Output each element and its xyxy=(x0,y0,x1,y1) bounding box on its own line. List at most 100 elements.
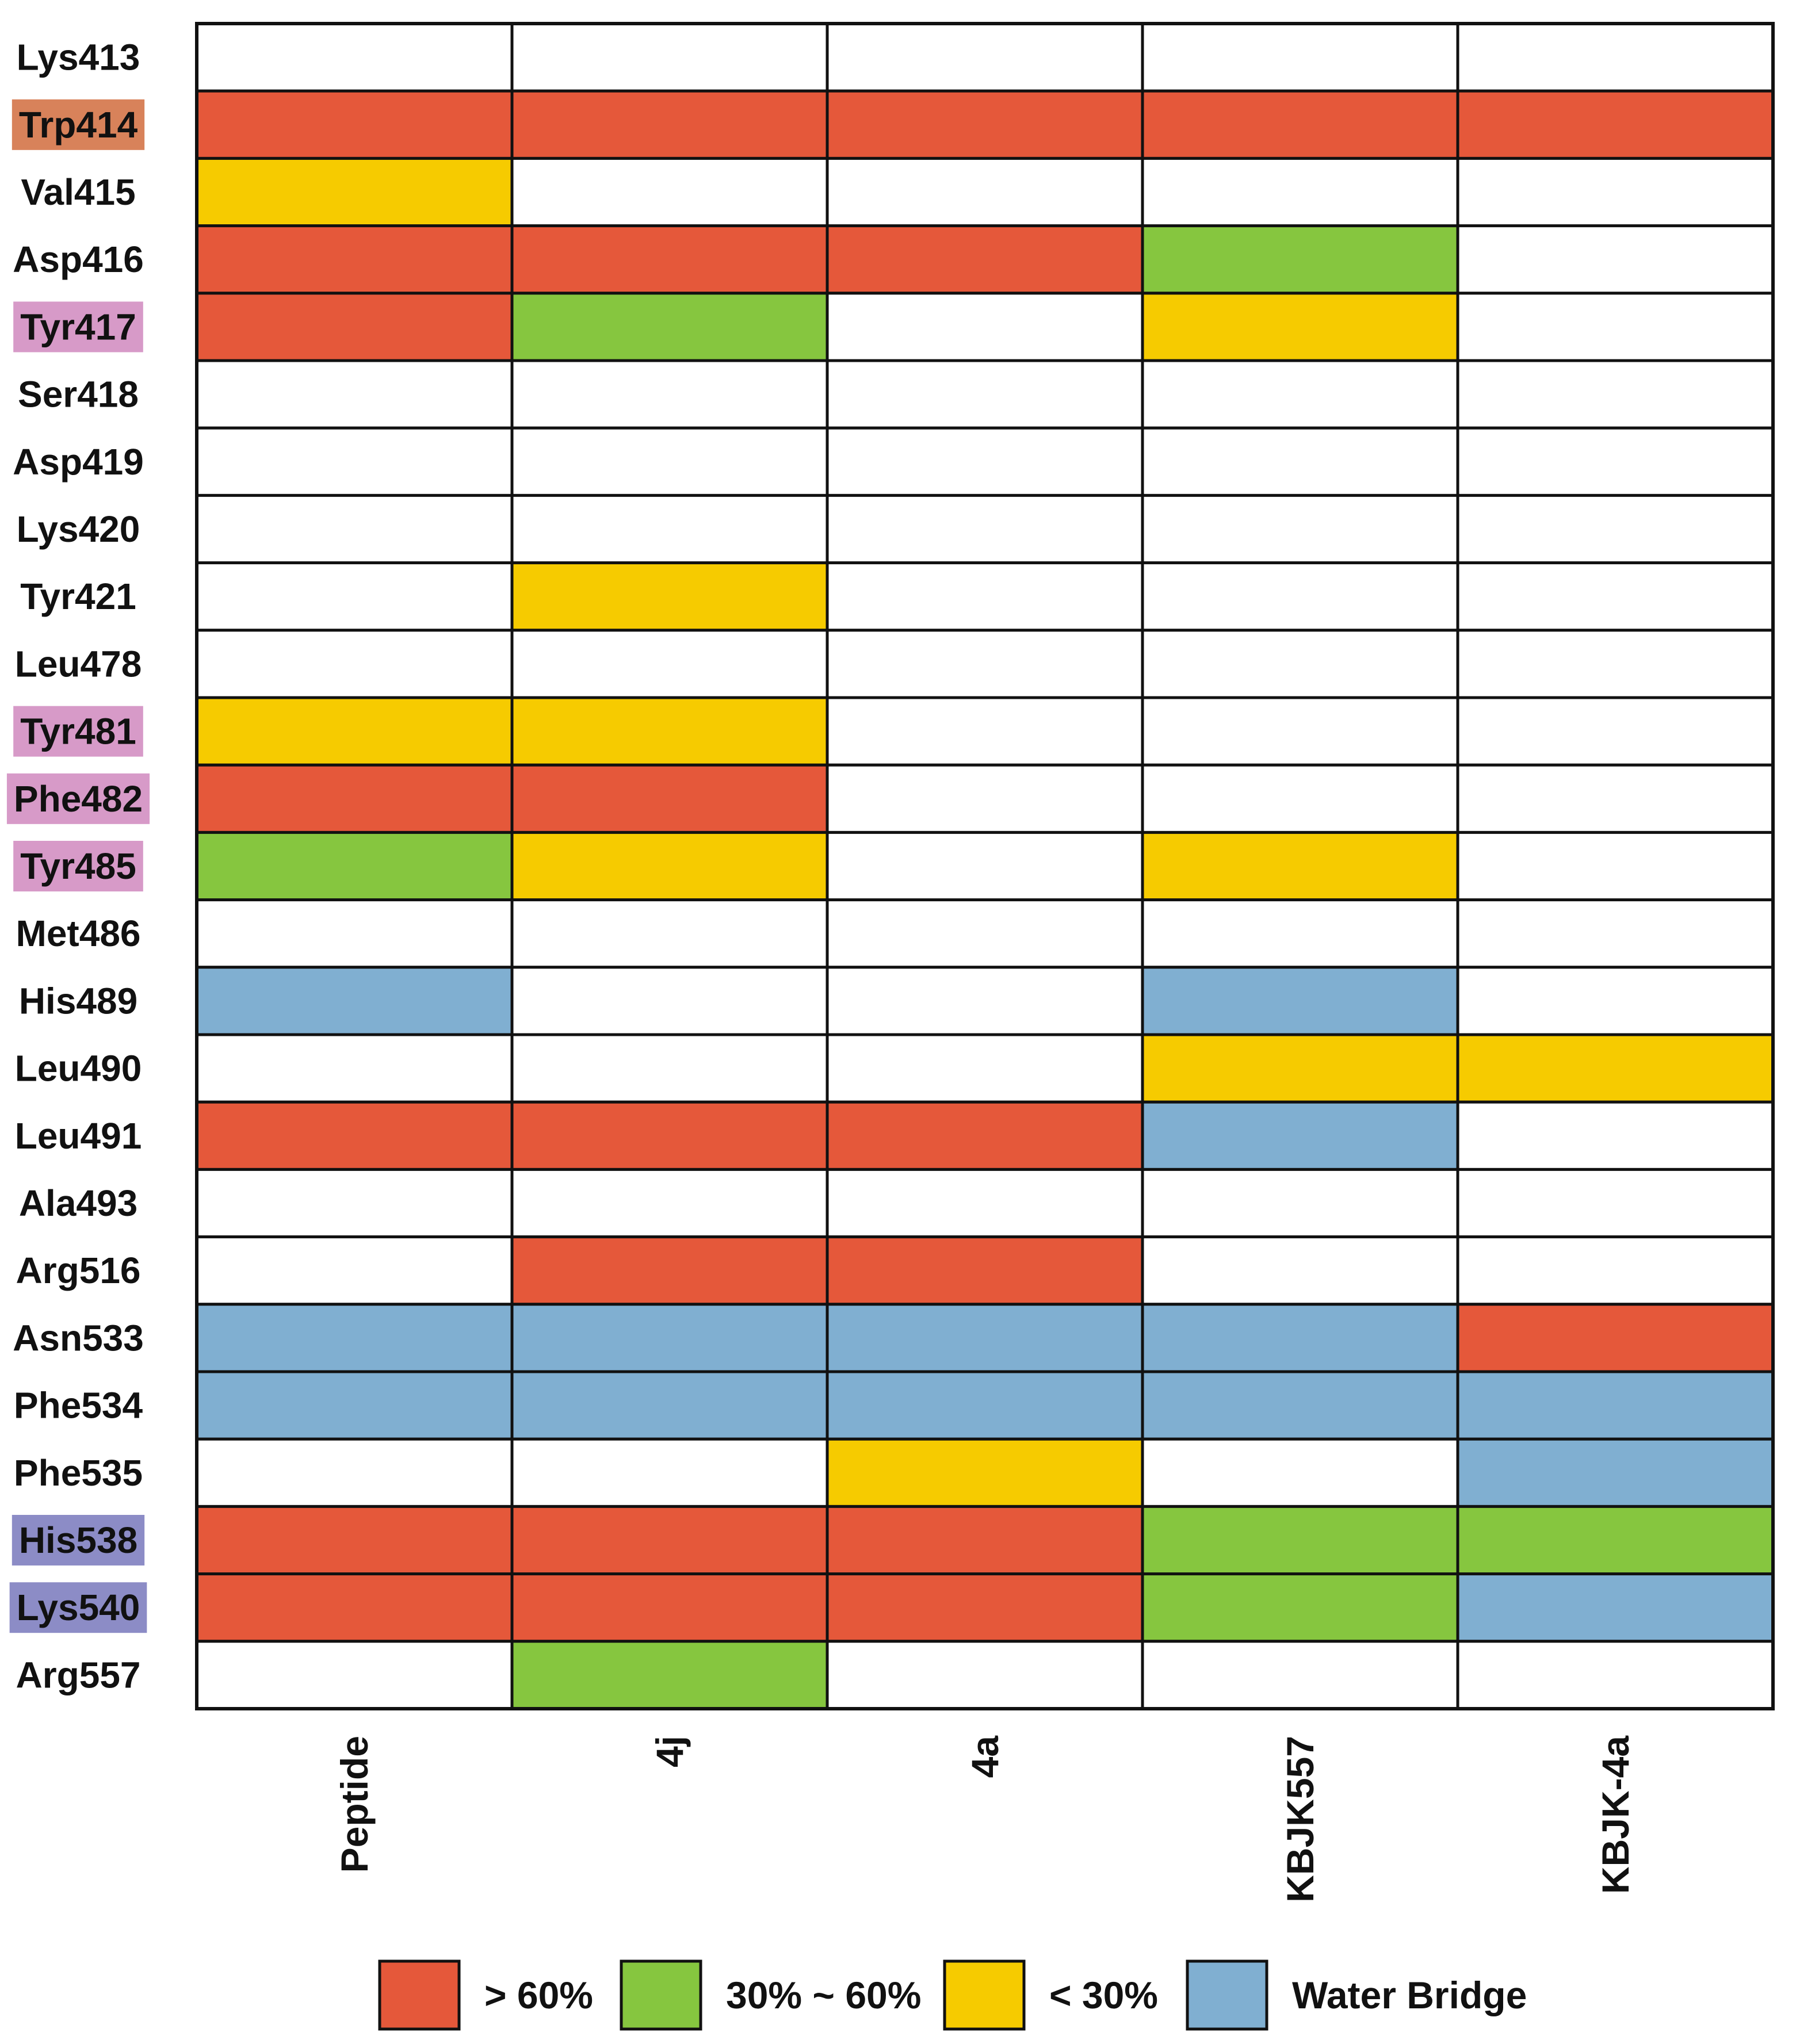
cell-ala493-peptide xyxy=(195,1168,514,1239)
cell-asp416-peptide xyxy=(195,224,514,295)
cell-met486-kbjk557 xyxy=(1141,898,1459,969)
cell-arg557-4a xyxy=(826,1640,1144,1710)
column-label-4a: 4a xyxy=(964,1735,1006,1778)
cell-asn533-4j xyxy=(510,1303,829,1373)
row-label-arg516: Arg516 xyxy=(16,1250,141,1291)
cell-his538-4j xyxy=(510,1505,829,1576)
row-label-asp416: Asp416 xyxy=(13,239,144,280)
legend: > 60% 30% ~ 60% < 30% Water Bridge xyxy=(378,1959,1527,2031)
cell-val415-4j xyxy=(510,156,829,228)
row-highlight-trp414 xyxy=(12,99,145,150)
cell-ala493-4j xyxy=(510,1168,829,1239)
cell-leu490-4j xyxy=(510,1033,829,1104)
cell-leu478-kbjk557 xyxy=(1141,629,1459,699)
column-label-4j: 4j xyxy=(648,1736,691,1767)
cell-asn533-kbjk-4a xyxy=(1456,1303,1775,1373)
cell-arg516-4j xyxy=(510,1235,829,1306)
cell-tyr485-kbjk-4a xyxy=(1456,830,1775,902)
cell-tyr417-kbjk-4a xyxy=(1456,292,1775,362)
row-label-phe482: Phe482 xyxy=(14,778,143,820)
row-label-leu491: Leu491 xyxy=(15,1115,142,1157)
cell-ser418-4j xyxy=(510,359,829,430)
column-label-kbjk-4a: KBJK-4a xyxy=(1594,1735,1637,1894)
legend-label-high: > 60% xyxy=(484,1974,593,2016)
row-label-lys420: Lys420 xyxy=(17,508,140,550)
cell-leu490-peptide xyxy=(195,1033,514,1104)
cell-leu491-4j xyxy=(510,1100,829,1171)
cell-ser418-kbjk-4a xyxy=(1456,359,1775,430)
cell-val415-peptide xyxy=(195,156,514,228)
heatmap-cells xyxy=(195,22,1775,1710)
row-label-lys540: Lys540 xyxy=(17,1587,140,1628)
column-label-peptide: Peptide xyxy=(333,1736,376,1873)
cell-his538-kbjk-4a xyxy=(1456,1505,1775,1576)
cell-his489-4a xyxy=(826,966,1144,1036)
cell-ala493-4a xyxy=(826,1168,1144,1239)
legend-label-mid: 30% ~ 60% xyxy=(726,1974,921,2016)
cell-arg557-kbjk557 xyxy=(1141,1640,1459,1710)
row-highlight-phe482 xyxy=(6,773,150,824)
cell-trp414-kbjk557 xyxy=(1141,89,1459,160)
cell-tyr421-kbjk557 xyxy=(1141,561,1459,632)
row-label-asp419: Asp419 xyxy=(13,441,144,483)
cell-lys413-kbjk-4a xyxy=(1456,22,1775,93)
cell-tyr421-4j xyxy=(510,561,829,632)
row-label-his489: His489 xyxy=(19,980,137,1021)
cell-tyr417-kbjk557 xyxy=(1141,292,1459,362)
legend-label-water: Water Bridge xyxy=(1292,1974,1527,2016)
row-label-phe535: Phe535 xyxy=(14,1452,143,1494)
column-label-kbjk557: KBJK557 xyxy=(1279,1736,1321,1903)
cell-arg516-4a xyxy=(826,1235,1144,1306)
cell-lys540-peptide xyxy=(195,1572,514,1643)
row-label-leu478: Leu478 xyxy=(15,643,142,684)
row-label-phe534: Phe534 xyxy=(14,1385,143,1426)
row-label-tyr485: Tyr485 xyxy=(20,845,136,887)
cell-asp419-kbjk557 xyxy=(1141,426,1459,497)
cell-trp414-kbjk-4a xyxy=(1456,89,1775,160)
cell-tyr417-4a xyxy=(826,292,1144,362)
cell-met486-4j xyxy=(510,898,829,969)
cell-leu490-kbjk-4a xyxy=(1456,1033,1775,1104)
cell-ser418-peptide xyxy=(195,359,514,430)
legend-label-low: < 30% xyxy=(1049,1974,1158,2016)
cell-met486-4a xyxy=(826,898,1144,969)
legend-swatch-mid xyxy=(620,1959,702,2031)
cell-tyr417-4j xyxy=(510,292,829,362)
row-highlight-tyr481 xyxy=(13,706,143,757)
legend-swatch-high xyxy=(378,1959,461,2031)
cell-phe535-peptide xyxy=(195,1437,514,1508)
cell-tyr417-peptide xyxy=(195,292,514,362)
row-highlight-lys540 xyxy=(9,1582,147,1633)
cell-leu491-kbjk-4a xyxy=(1456,1100,1775,1171)
cell-arg516-peptide xyxy=(195,1235,514,1306)
row-label-met486: Met486 xyxy=(16,913,141,954)
row-labels: Lys413 Trp414 Val415 Asp416 Tyr417 Ser418 Asp4… xyxy=(13,37,144,1696)
cell-met486-kbjk-4a xyxy=(1456,898,1775,969)
cell-tyr481-4a xyxy=(826,696,1144,767)
cell-leu491-peptide xyxy=(195,1100,514,1171)
cell-lys413-4a xyxy=(826,22,1144,93)
cell-leu490-kbjk557 xyxy=(1141,1033,1459,1104)
row-label-ser418: Ser418 xyxy=(18,374,139,415)
cell-asp416-kbjk-4a xyxy=(1456,224,1775,295)
row-label-arg557: Arg557 xyxy=(16,1654,141,1695)
cell-phe482-kbjk557 xyxy=(1141,763,1459,834)
row-label-tyr417: Tyr417 xyxy=(20,306,136,347)
cell-phe482-4a xyxy=(826,763,1144,834)
cell-ser418-4a xyxy=(826,359,1144,430)
cell-his489-kbjk-4a xyxy=(1456,966,1775,1036)
cell-his489-kbjk557 xyxy=(1141,966,1459,1036)
cell-leu491-kbjk557 xyxy=(1141,1100,1459,1171)
cell-tyr485-4a xyxy=(826,830,1144,902)
row-label-highlights xyxy=(6,99,150,1633)
cell-phe482-4j xyxy=(510,763,829,834)
cell-asn533-4a xyxy=(826,1303,1144,1373)
cell-asp419-4j xyxy=(510,426,829,497)
cell-asn533-kbjk557 xyxy=(1141,1303,1459,1373)
cell-tyr481-kbjk557 xyxy=(1141,696,1459,767)
row-label-his538: His538 xyxy=(19,1519,137,1561)
cell-phe535-kbjk-4a xyxy=(1456,1437,1775,1508)
cell-asp416-kbjk557 xyxy=(1141,224,1459,295)
cell-phe482-kbjk-4a xyxy=(1456,763,1775,834)
